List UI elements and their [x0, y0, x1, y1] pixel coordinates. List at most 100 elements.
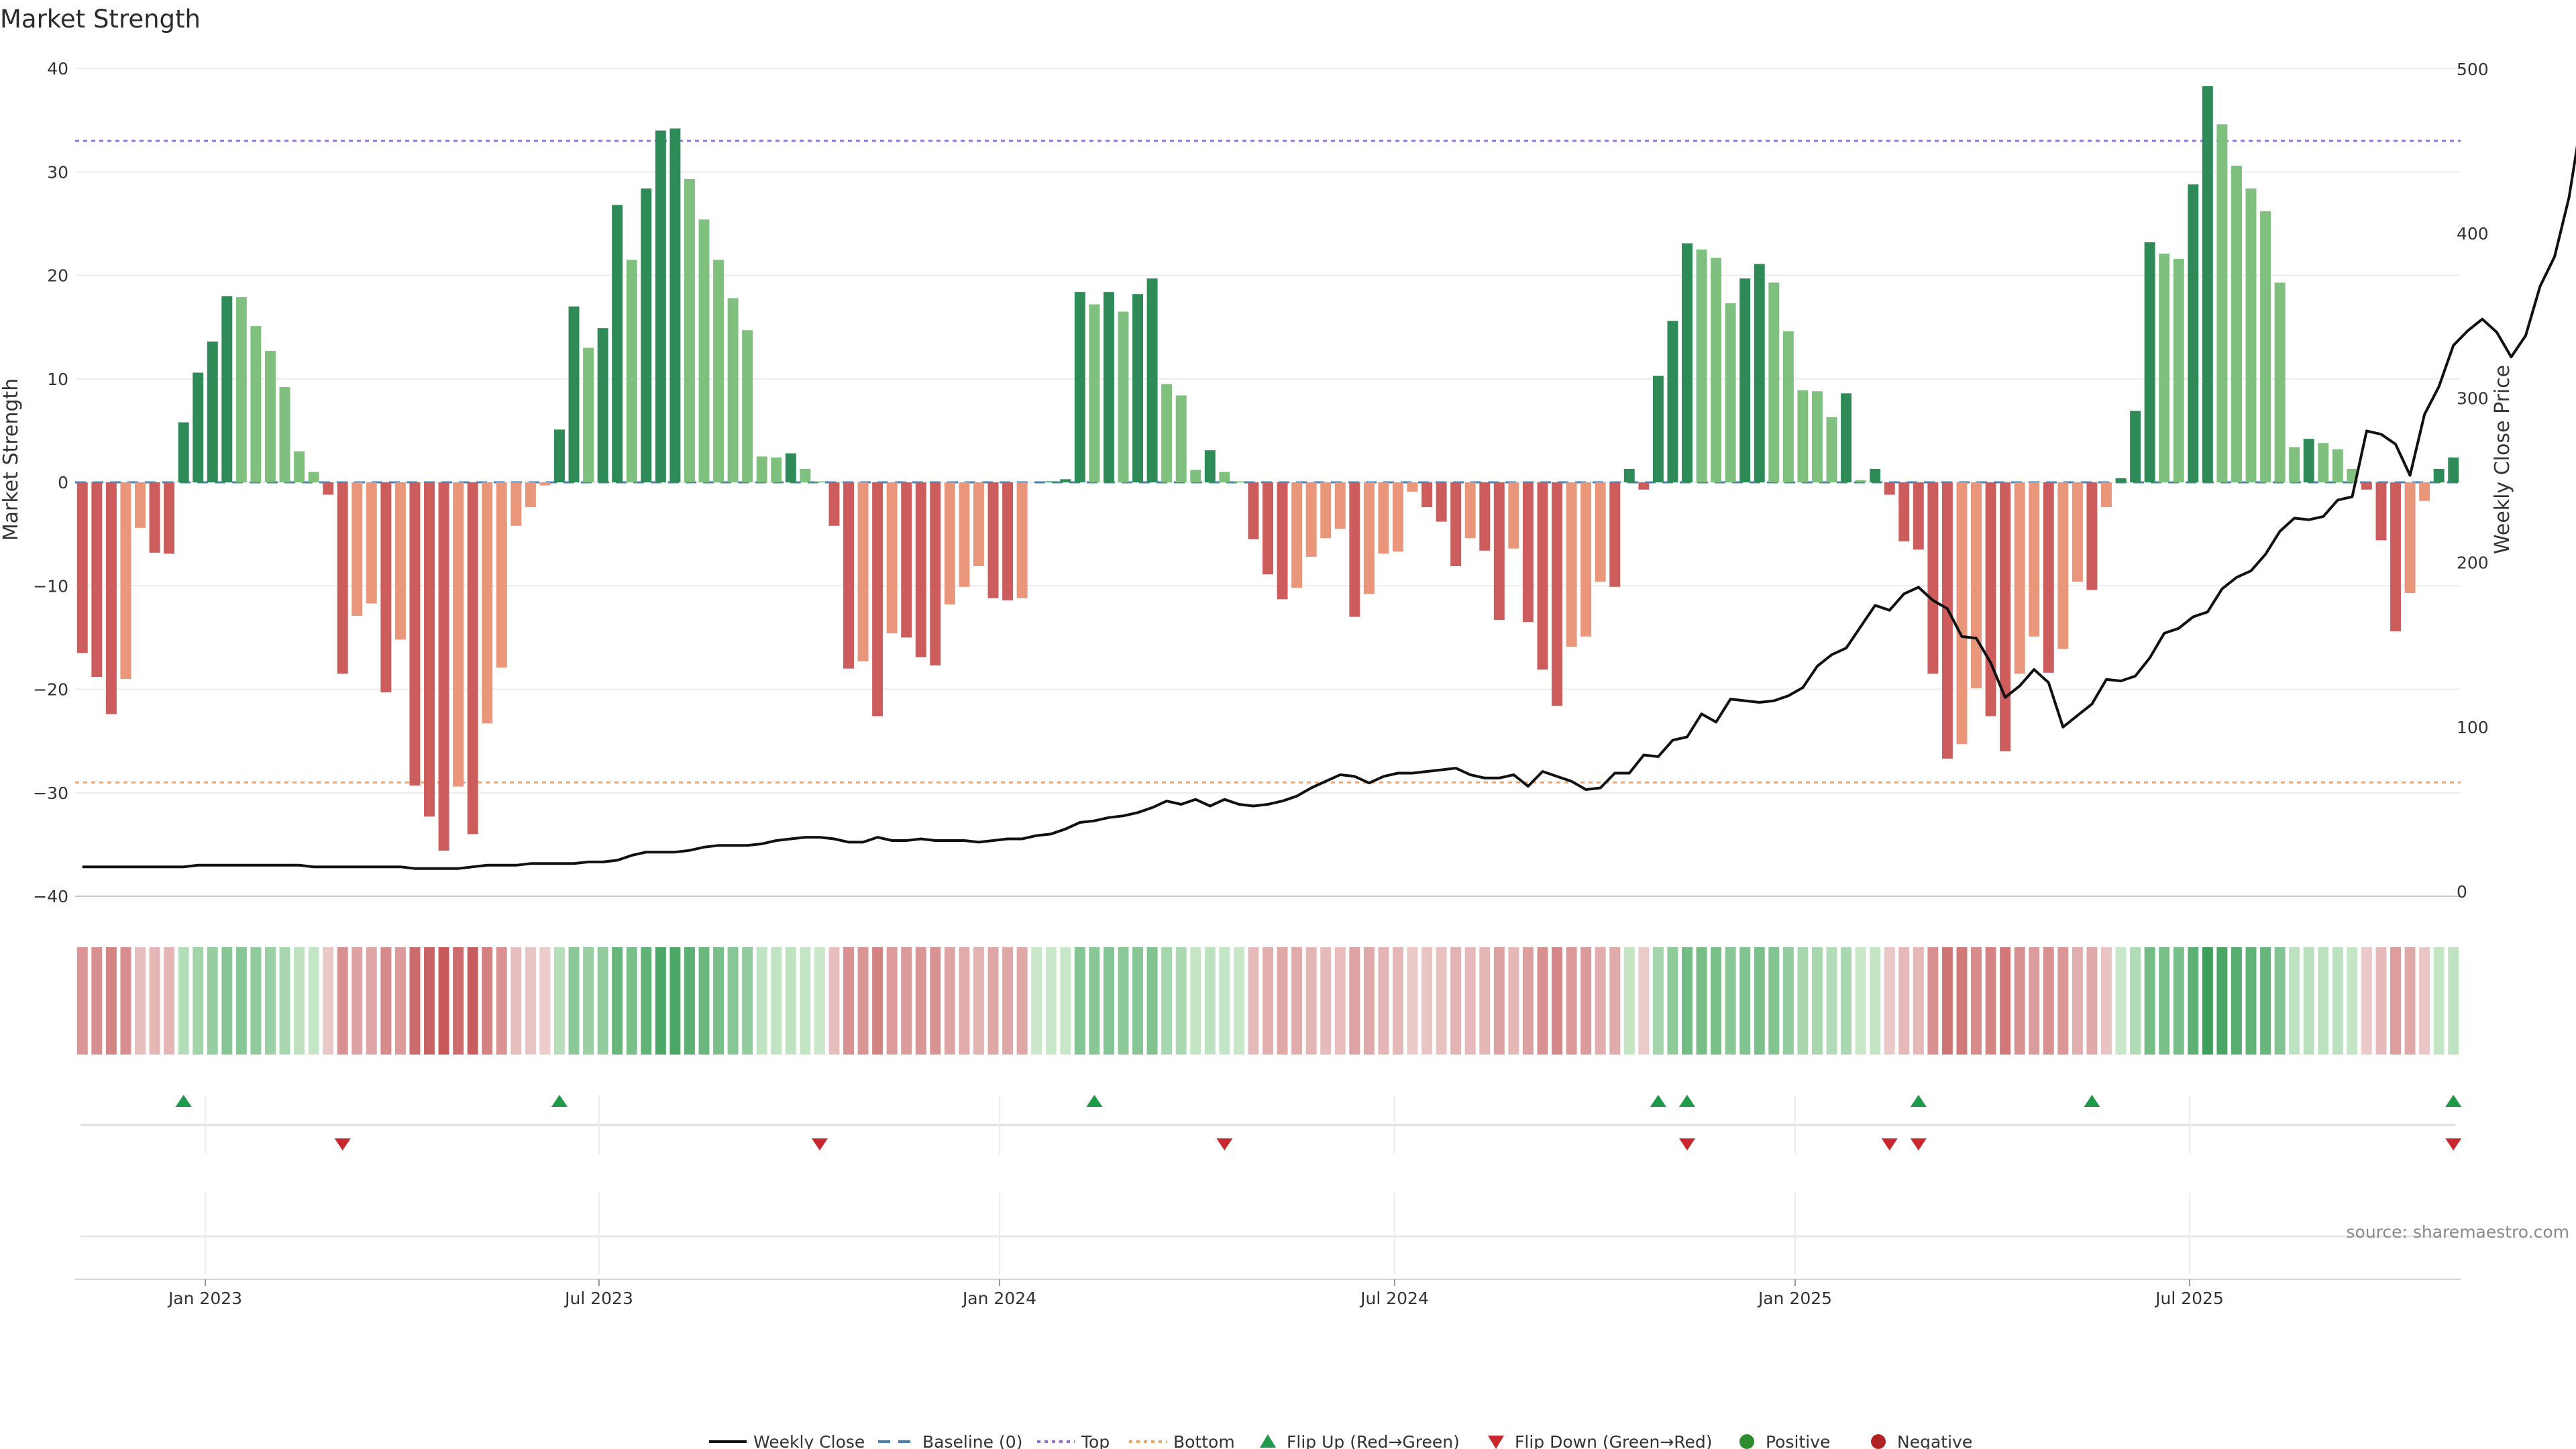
- strength-bar: [1870, 468, 1881, 482]
- heat-cell: [1175, 947, 1187, 1055]
- heat-cell: [568, 947, 580, 1055]
- flip-up-marker: [1910, 1095, 1927, 1107]
- strength-bar: [1118, 311, 1129, 482]
- strength-bar: [1349, 482, 1360, 617]
- strength-bar: [857, 482, 869, 661]
- heat-cell: [915, 947, 926, 1055]
- left-tick-label: 10: [47, 370, 68, 389]
- strength-bar: [279, 387, 290, 482]
- flip-up-marker: [551, 1095, 568, 1107]
- heat-cell: [828, 947, 840, 1055]
- strength-bar: [1696, 249, 1707, 482]
- heat-cell: [279, 947, 290, 1055]
- heat-cell: [1016, 947, 1028, 1055]
- strength-bar: [250, 326, 262, 482]
- strength-bar: [1016, 482, 1028, 598]
- strength-bar: [1754, 264, 1765, 482]
- heat-cell: [1971, 947, 1982, 1055]
- strength-bar: [438, 482, 449, 851]
- strength-bar: [496, 482, 507, 668]
- heat-cell: [1031, 947, 1042, 1055]
- strength-bar: [2216, 124, 2228, 483]
- heat-cell: [76, 947, 88, 1055]
- strength-bar: [2173, 258, 2184, 482]
- flip-up-marker: [175, 1095, 192, 1107]
- strength-bar: [1898, 482, 1910, 541]
- strength-bar: [539, 482, 551, 486]
- chart-title: Market Strength: [0, 5, 201, 34]
- heat-cell: [742, 947, 753, 1055]
- heat-cell: [2144, 947, 2155, 1055]
- heat-cell: [684, 947, 695, 1055]
- left-tick-label: 40: [47, 59, 68, 78]
- legend-label: Flip Down (Green→Red): [1515, 1432, 1713, 1449]
- heat-cell: [1161, 947, 1173, 1055]
- strength-bar: [1566, 482, 1577, 647]
- strength-heat-strip: [76, 947, 2459, 1055]
- strength-bar: [294, 451, 305, 482]
- left-tick-label: −40: [33, 887, 68, 906]
- strength-bar: [872, 482, 883, 716]
- heat-cell: [1985, 947, 1996, 1055]
- heat-cell: [1623, 947, 1635, 1055]
- strength-bar: [2231, 165, 2242, 482]
- right-tick-label: 500: [2457, 60, 2489, 79]
- heat-cell: [800, 947, 811, 1055]
- left-tick-label: −30: [33, 784, 68, 803]
- heat-cell: [1378, 947, 1389, 1055]
- strength-bar: [193, 372, 204, 482]
- strength-bar: [1219, 472, 1230, 482]
- strength-bar: [1826, 417, 1837, 482]
- heat-cell: [424, 947, 435, 1055]
- flip-down-marker: [811, 1138, 828, 1150]
- x-tick-label: Jul 2023: [564, 1289, 633, 1308]
- strength-bar: [1739, 278, 1751, 482]
- heat-cell: [264, 947, 276, 1055]
- heat-cell: [1421, 947, 1433, 1055]
- strength-bar: [337, 482, 348, 674]
- strength-bar: [1797, 390, 1809, 482]
- legend-swatch: [1260, 1434, 1276, 1448]
- heat-cell: [1898, 947, 1910, 1055]
- strength-bar: [1971, 482, 1982, 688]
- x-tick-label: Jan 2023: [167, 1289, 242, 1308]
- right-tick-label: 200: [2457, 553, 2489, 573]
- strength-bar: [1334, 482, 1346, 529]
- legend-item: Bottom: [1129, 1432, 1235, 1449]
- heat-cell: [1884, 947, 1895, 1055]
- strength-bar: [684, 179, 695, 482]
- heat-cell: [583, 947, 594, 1055]
- strength-bar: [164, 482, 175, 554]
- heat-cell: [1450, 947, 1462, 1055]
- strength-bar: [1623, 468, 1635, 482]
- heat-cell: [756, 947, 767, 1055]
- strength-bar: [76, 482, 88, 653]
- strength-bar: [655, 130, 666, 483]
- strength-bar: [568, 306, 580, 482]
- heat-cell: [1479, 947, 1491, 1055]
- heat-cell: [1002, 947, 1014, 1055]
- heat-cell: [2274, 947, 2286, 1055]
- heat-cell: [352, 947, 363, 1055]
- strength-bar: [1132, 294, 1144, 482]
- heat-cell: [886, 947, 898, 1055]
- legend-label: Weekly Close: [753, 1432, 865, 1449]
- strength-bar: [1277, 482, 1288, 600]
- strength-bar: [1146, 278, 1158, 482]
- heat-cell: [1349, 947, 1360, 1055]
- heat-cell: [1190, 947, 1201, 1055]
- heat-cell: [1233, 947, 1244, 1055]
- flip-up-marker: [2084, 1095, 2100, 1107]
- heat-cell: [1782, 947, 1794, 1055]
- flip-down-marker: [1216, 1138, 1233, 1150]
- strength-bar: [2188, 184, 2199, 482]
- heat-cell: [2289, 947, 2300, 1055]
- heat-cell: [2029, 947, 2040, 1055]
- heat-cell: [394, 947, 406, 1055]
- strength-bar: [2274, 282, 2286, 482]
- strength-bar: [1363, 482, 1375, 594]
- strength-bar: [2202, 86, 2213, 482]
- heat-cell: [930, 947, 941, 1055]
- heat-cell: [1045, 947, 1057, 1055]
- heat-cell: [1132, 947, 1144, 1055]
